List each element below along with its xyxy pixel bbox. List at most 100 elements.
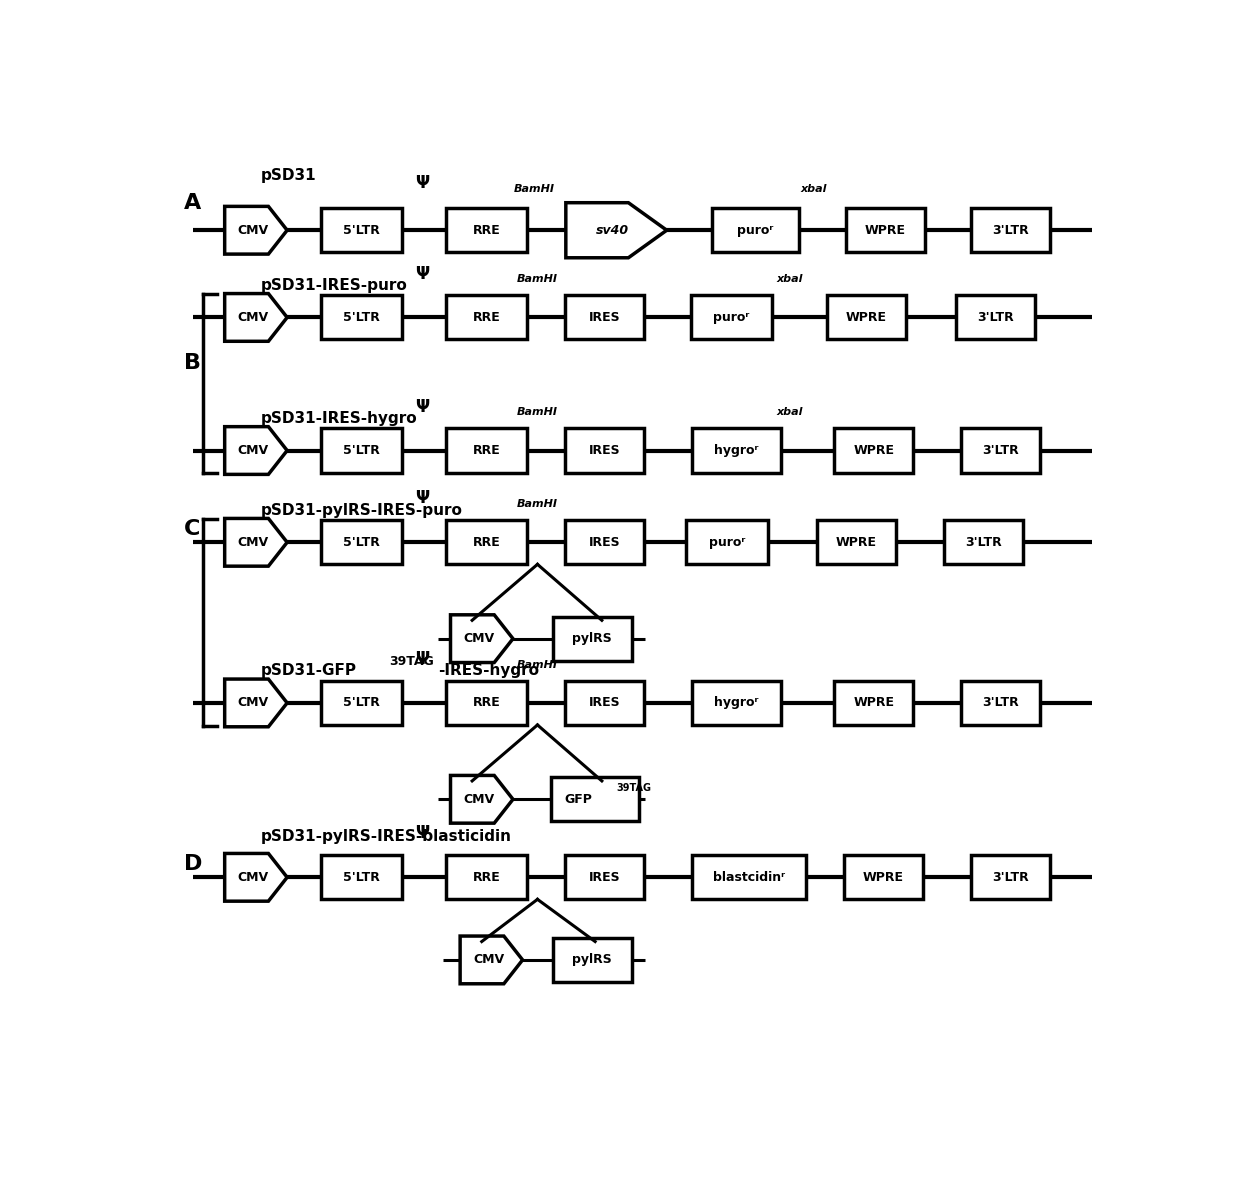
FancyBboxPatch shape bbox=[445, 520, 527, 564]
Text: 3'LTR: 3'LTR bbox=[982, 696, 1019, 709]
Text: CMV: CMV bbox=[238, 871, 269, 883]
Text: BamHI: BamHI bbox=[517, 660, 558, 670]
Text: IRES: IRES bbox=[589, 871, 620, 883]
Text: WPRE: WPRE bbox=[853, 443, 894, 457]
Text: CMV: CMV bbox=[464, 632, 495, 645]
FancyBboxPatch shape bbox=[712, 209, 799, 253]
Text: 3'LTR: 3'LTR bbox=[982, 443, 1019, 457]
Polygon shape bbox=[450, 776, 513, 824]
Text: 5'LTR: 5'LTR bbox=[343, 311, 379, 324]
Text: CMV: CMV bbox=[238, 535, 269, 548]
Text: pSD31-pylRS-IRES-blasticidin: pSD31-pylRS-IRES-blasticidin bbox=[260, 828, 512, 844]
FancyBboxPatch shape bbox=[835, 681, 913, 725]
Polygon shape bbox=[224, 519, 288, 566]
Text: RRE: RRE bbox=[472, 535, 501, 548]
Text: IRES: IRES bbox=[589, 443, 620, 457]
FancyBboxPatch shape bbox=[692, 428, 781, 472]
FancyBboxPatch shape bbox=[321, 856, 403, 899]
FancyBboxPatch shape bbox=[692, 856, 806, 899]
FancyBboxPatch shape bbox=[445, 428, 527, 472]
Text: D: D bbox=[184, 853, 202, 874]
Text: Ψ: Ψ bbox=[415, 398, 429, 416]
FancyBboxPatch shape bbox=[321, 296, 403, 340]
FancyBboxPatch shape bbox=[565, 520, 644, 564]
Text: 39TAG: 39TAG bbox=[616, 783, 651, 794]
Text: IRES: IRES bbox=[589, 311, 620, 324]
Text: hygroʳ: hygroʳ bbox=[714, 443, 759, 457]
Text: 5'LTR: 5'LTR bbox=[343, 535, 379, 548]
FancyBboxPatch shape bbox=[565, 856, 644, 899]
Text: 39TAG: 39TAG bbox=[389, 656, 434, 669]
FancyBboxPatch shape bbox=[692, 681, 781, 725]
Text: pSD31-GFP: pSD31-GFP bbox=[260, 663, 357, 678]
Text: sv40: sv40 bbox=[595, 224, 629, 237]
Polygon shape bbox=[224, 293, 288, 341]
FancyBboxPatch shape bbox=[445, 209, 527, 253]
FancyBboxPatch shape bbox=[321, 681, 403, 725]
Text: IRES: IRES bbox=[589, 535, 620, 548]
Text: pylRS: pylRS bbox=[573, 632, 613, 645]
Text: puroʳ: puroʳ bbox=[709, 535, 745, 548]
Text: CMV: CMV bbox=[238, 311, 269, 324]
Text: hygroʳ: hygroʳ bbox=[714, 696, 759, 709]
Text: WPRE: WPRE bbox=[853, 696, 894, 709]
FancyBboxPatch shape bbox=[565, 428, 644, 472]
Text: WPRE: WPRE bbox=[846, 311, 887, 324]
FancyBboxPatch shape bbox=[844, 856, 923, 899]
FancyBboxPatch shape bbox=[835, 428, 913, 472]
FancyBboxPatch shape bbox=[565, 681, 644, 725]
FancyBboxPatch shape bbox=[944, 520, 1023, 564]
Text: RRE: RRE bbox=[472, 224, 501, 237]
Text: 5'LTR: 5'LTR bbox=[343, 696, 379, 709]
Text: pSD31-IRES-hygro: pSD31-IRES-hygro bbox=[260, 411, 418, 426]
Text: BamHI: BamHI bbox=[515, 184, 556, 193]
Text: blastcidinʳ: blastcidinʳ bbox=[713, 871, 785, 883]
Text: Ψ: Ψ bbox=[415, 650, 429, 668]
Text: pSD31: pSD31 bbox=[260, 168, 316, 182]
Text: CMV: CMV bbox=[238, 696, 269, 709]
Text: RRE: RRE bbox=[472, 443, 501, 457]
Text: BamHI: BamHI bbox=[517, 499, 558, 509]
Text: 5'LTR: 5'LTR bbox=[343, 224, 379, 237]
FancyBboxPatch shape bbox=[551, 777, 640, 821]
Text: 3'LTR: 3'LTR bbox=[992, 871, 1029, 883]
Text: CMV: CMV bbox=[464, 793, 495, 806]
Text: B: B bbox=[184, 353, 201, 373]
FancyBboxPatch shape bbox=[553, 938, 631, 982]
FancyBboxPatch shape bbox=[321, 209, 403, 253]
FancyBboxPatch shape bbox=[961, 681, 1040, 725]
Text: pylRS: pylRS bbox=[573, 954, 613, 967]
Text: WPRE: WPRE bbox=[836, 535, 877, 548]
FancyBboxPatch shape bbox=[686, 520, 768, 564]
Text: A: A bbox=[184, 193, 201, 212]
Text: xbal: xbal bbox=[776, 274, 802, 285]
FancyBboxPatch shape bbox=[691, 296, 773, 340]
Text: 3'LTR: 3'LTR bbox=[992, 224, 1029, 237]
FancyBboxPatch shape bbox=[971, 856, 1050, 899]
Text: Ψ: Ψ bbox=[415, 490, 429, 508]
FancyBboxPatch shape bbox=[553, 616, 631, 660]
Text: Ψ: Ψ bbox=[415, 825, 429, 843]
Text: xbal: xbal bbox=[800, 184, 827, 193]
Text: pSD31-pylRS-IRES-puro: pSD31-pylRS-IRES-puro bbox=[260, 503, 463, 517]
Polygon shape bbox=[224, 427, 288, 474]
Text: IRES: IRES bbox=[589, 696, 620, 709]
Text: CMV: CMV bbox=[238, 224, 269, 237]
Text: puroʳ: puroʳ bbox=[713, 311, 750, 324]
FancyBboxPatch shape bbox=[445, 856, 527, 899]
FancyBboxPatch shape bbox=[961, 428, 1040, 472]
Polygon shape bbox=[460, 936, 522, 983]
Text: -IRES-hygro: -IRES-hygro bbox=[439, 663, 539, 678]
Text: 5'LTR: 5'LTR bbox=[343, 443, 379, 457]
FancyBboxPatch shape bbox=[445, 296, 527, 340]
Text: 5'LTR: 5'LTR bbox=[343, 871, 379, 883]
Polygon shape bbox=[224, 206, 288, 254]
Text: xbal: xbal bbox=[776, 408, 802, 417]
FancyBboxPatch shape bbox=[846, 209, 925, 253]
Text: CMV: CMV bbox=[238, 443, 269, 457]
FancyBboxPatch shape bbox=[827, 296, 905, 340]
Text: BamHI: BamHI bbox=[517, 408, 558, 417]
FancyBboxPatch shape bbox=[817, 520, 897, 564]
FancyBboxPatch shape bbox=[956, 296, 1035, 340]
Text: pSD31-IRES-puro: pSD31-IRES-puro bbox=[260, 278, 408, 293]
